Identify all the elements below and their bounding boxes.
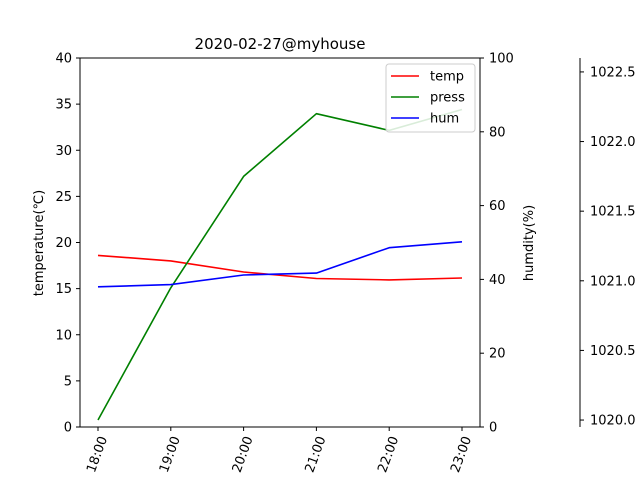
right-tick-label: 80 [489,125,506,140]
legend-label-hum: hum [430,112,459,127]
press-tick-label: 1022.0 [590,135,636,150]
right-tick-label: 0 [489,421,497,436]
x-tick-label: 19:00 [157,434,184,474]
left-tick-label: 15 [55,282,72,297]
left-tick-label: 20 [55,236,72,251]
left-tick-label: 5 [64,374,72,389]
press-tick-label: 1022.5 [590,65,636,80]
series-line-hum [97,241,463,288]
x-tick-label: 22:00 [375,434,402,474]
right-tick-label: 60 [489,199,506,214]
left-tick-label: 30 [55,144,72,159]
legend-label-temp: temp [430,70,464,85]
left-tick-label: 0 [64,421,72,436]
x-tick-label: 21:00 [303,434,330,474]
series-line-temp [97,254,463,281]
left-tick-label: 35 [55,98,72,113]
legend-box [385,63,476,133]
press-tick-label: 1020.0 [590,414,636,429]
left-axis-title: temperature(℃) [32,190,47,296]
chart-title: 2020-02-27@myhouse [195,35,366,53]
right-axis-title: humdity(%) [522,205,537,281]
press-tick-label: 1021.0 [590,274,636,289]
press-tick-label: 1021.5 [590,205,636,220]
legend-label-press: press [430,91,465,106]
press-tick-label: 1020.5 [590,344,636,359]
right-tick-label: 40 [489,273,506,288]
x-tick-label: 23:00 [448,434,475,474]
right-tick-label: 20 [489,347,506,362]
x-tick-label: 18:00 [84,434,111,474]
x-tick-label: 20:00 [230,434,257,474]
series-line-press [97,108,463,421]
left-tick-label: 25 [55,190,72,205]
left-tick-label: 10 [55,328,72,343]
left-tick-label: 40 [55,52,72,67]
right-tick-label: 100 [489,52,514,67]
